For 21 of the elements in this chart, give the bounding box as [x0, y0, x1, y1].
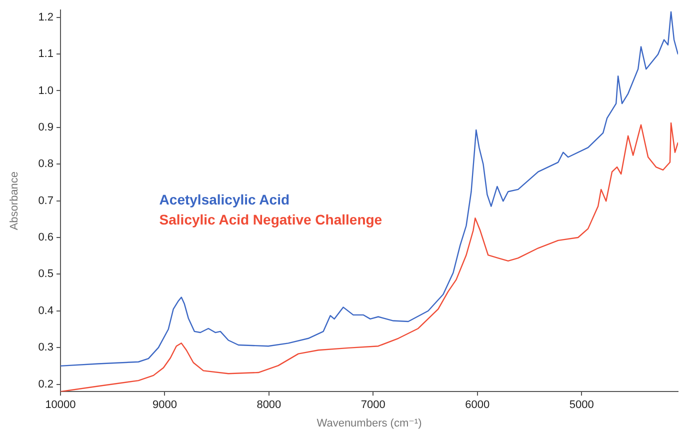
y-tick-label: 1.2	[38, 11, 54, 24]
y-tick-label: 0.9	[38, 121, 54, 134]
y-tick-label: 0.3	[38, 342, 54, 354]
y-tick-label: 0.4	[38, 304, 54, 317]
y-tick-label: 0.7	[38, 194, 54, 207]
y-tick-label: 0.8	[38, 158, 54, 170]
x-tick-label: 10000	[45, 399, 76, 412]
text: Salicylic Acid Negative Challenge	[159, 212, 382, 228]
x-tick-label: 6000	[465, 399, 490, 412]
x-axis-title: Wavenumbers (cm⁻¹)	[316, 417, 422, 430]
x-tick-label: 9000	[152, 399, 177, 412]
y-axis-title: Absorbance	[8, 171, 21, 230]
y-tick-label: 1.0	[38, 84, 54, 97]
text: Acetylsalicylic Acid	[159, 192, 290, 208]
y-tick-label: 0.2	[38, 378, 54, 390]
x-tick-label: 7000	[360, 399, 386, 412]
y-tick-label: 1.1	[38, 48, 54, 60]
x-tick-label: 5000	[569, 399, 594, 412]
x-tick-label: 8000	[256, 399, 282, 412]
y-tick-label: 0.6	[38, 232, 54, 244]
y-tick-label: 0.5	[38, 268, 54, 280]
